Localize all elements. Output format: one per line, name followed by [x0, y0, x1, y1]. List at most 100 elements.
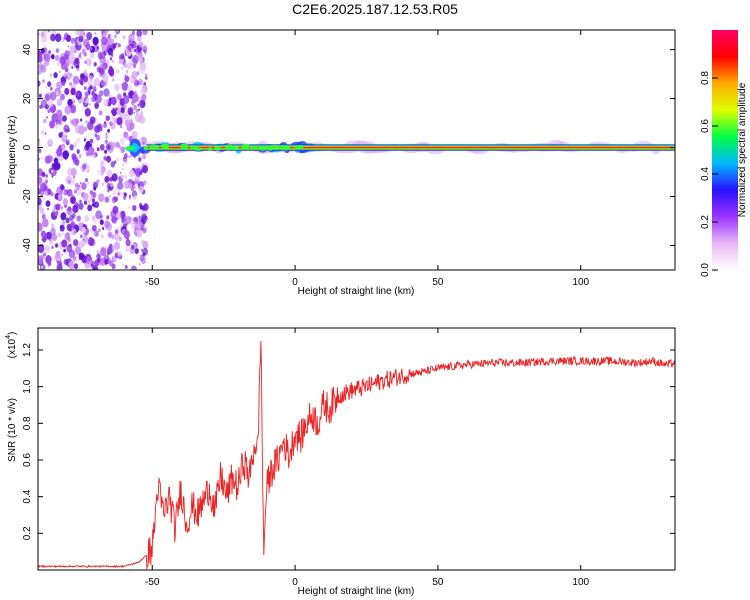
noise-speckle [68, 179, 71, 184]
noise-speckle [56, 114, 60, 120]
snr-frame [37, 327, 676, 571]
noise-speckle [104, 220, 110, 229]
noise-speckle [52, 209, 56, 213]
noise-speckle [115, 141, 120, 148]
noise-speckle [109, 243, 113, 248]
noise-speckle [129, 39, 132, 43]
noise-speckle [107, 47, 114, 56]
noise-speckle [38, 139, 41, 145]
noise-speckle [43, 44, 46, 48]
snr-multiplier-exp: 4 [5, 335, 12, 339]
spectrogram-ticks [38, 30, 675, 270]
noise-speckle [123, 195, 127, 200]
noise-speckle [51, 233, 58, 242]
noise-speckle [93, 62, 97, 67]
noise-speckle [96, 250, 100, 254]
noise-speckle [109, 194, 112, 198]
noise-speckle [103, 254, 110, 263]
noise-speckle [38, 148, 42, 154]
noise-speckle [48, 155, 54, 162]
noise-speckle [103, 122, 108, 128]
noise-speckle [95, 202, 99, 207]
noise-speckle [44, 132, 47, 135]
noise-speckle [43, 252, 47, 257]
noise-speckle [109, 121, 113, 127]
noise-speckle [136, 248, 139, 252]
noise-speckle [62, 150, 69, 160]
noise-speckle [73, 230, 76, 235]
noise-speckle [139, 159, 142, 162]
noise-speckle [127, 259, 129, 262]
noise-speckle [104, 149, 108, 154]
noise-speckle [125, 69, 129, 74]
noise-speckle [73, 142, 78, 148]
noise-speckle [44, 85, 47, 89]
band-blob [225, 144, 234, 149]
noise-speckle [141, 94, 147, 101]
noise-speckle [138, 41, 144, 48]
noise-speckle [63, 124, 70, 133]
noise-speckle [40, 31, 45, 38]
noise-speckle [113, 160, 117, 164]
noise-speckle [116, 211, 122, 220]
noise-speckle [100, 30, 108, 35]
noise-speckle [41, 265, 44, 269]
noise-speckle [79, 118, 83, 122]
noise-speckle [134, 195, 137, 199]
noise-speckle [38, 54, 43, 63]
noise-speckle [96, 46, 99, 50]
noise-speckle [122, 192, 125, 196]
noise-speckle [104, 176, 110, 183]
noise-speckle [131, 71, 138, 80]
ytick-label: -20 [22, 189, 33, 204]
noise-speckle [142, 163, 144, 167]
noise-speckle [131, 130, 138, 140]
snr-panel: 0.2 0.4 0.6 0.8 1.0 1.2 -50 0 50 100 Height of s… [5, 327, 676, 597]
noise-speckle [55, 33, 62, 43]
noise-speckle [95, 154, 98, 157]
noise-speckle [47, 30, 51, 33]
noise-speckle [142, 247, 148, 256]
band-blob [268, 146, 273, 151]
noise-speckle [59, 183, 64, 190]
noise-speckle [83, 86, 86, 90]
noise-speckle [38, 243, 45, 254]
noise-speckle [61, 81, 66, 86]
noise-speckle [47, 188, 52, 196]
noise-speckle [89, 103, 91, 106]
noise-speckle [112, 43, 117, 49]
ytick-label: -40 [22, 238, 33, 253]
noise-speckle [72, 118, 78, 127]
ytick-label: 1.2 [22, 343, 33, 357]
noise-speckle [142, 154, 147, 160]
noise-speckle [100, 80, 105, 87]
noise-speckle [91, 224, 97, 232]
band-blob [241, 144, 250, 150]
noise-speckle [112, 142, 117, 148]
noise-speckle [119, 82, 123, 86]
noise-speckle [48, 50, 52, 54]
narrowband-line [124, 138, 675, 157]
noise-speckle [72, 195, 75, 198]
noise-speckle [134, 168, 142, 177]
noise-speckle [122, 263, 124, 266]
noise-speckle [88, 228, 92, 233]
noise-speckle [41, 50, 45, 56]
noise-speckle [133, 198, 136, 201]
noise-speckle [43, 197, 46, 201]
noise-speckle [38, 255, 43, 264]
noise-speckle [128, 205, 131, 209]
colorbar-ramp [712, 30, 738, 270]
noise-speckle [42, 236, 47, 243]
noise-speckle [92, 191, 97, 198]
noise-speckle [42, 218, 49, 228]
spectrogram-xlabel: Height of straight line (km) [298, 286, 415, 297]
noise-speckle [101, 166, 106, 173]
colorbar-tick-label: 0.2 [700, 215, 711, 229]
noise-speckle [108, 94, 112, 99]
noise-speckle [61, 239, 68, 248]
noise-speckle [78, 35, 84, 43]
noise-speckle [122, 35, 126, 40]
noise-speckle [82, 192, 89, 202]
